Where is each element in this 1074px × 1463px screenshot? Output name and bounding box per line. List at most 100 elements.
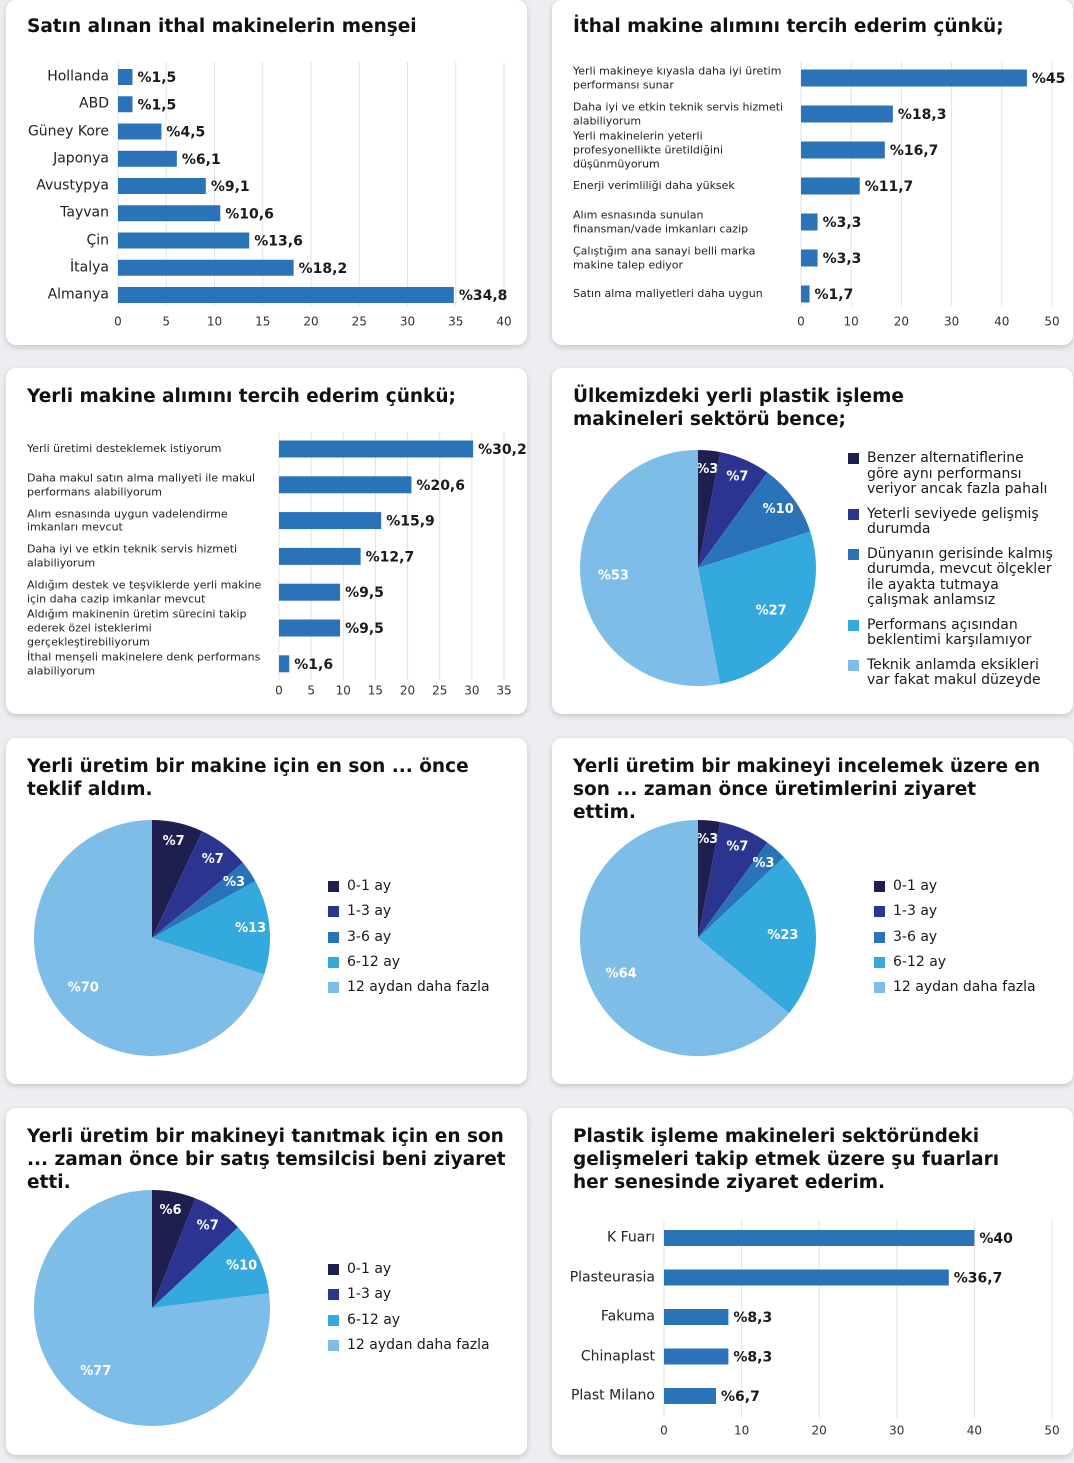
legend-swatch	[874, 956, 885, 968]
legend-swatch	[874, 982, 885, 994]
legend-label: 1-3 ay	[347, 1286, 392, 1303]
category-label: Güney Kore	[27, 122, 109, 139]
legend-item: 12 aydan daha fazla	[328, 1337, 518, 1354]
legend-item: 1-3 ay	[328, 904, 518, 920]
category-label: Avustурya	[36, 177, 109, 194]
pie-slice	[579, 820, 789, 1056]
slice-label: %6	[160, 1203, 182, 1218]
legend-item: 0-1 ay	[328, 1261, 518, 1278]
x-tick-label: 10	[207, 315, 222, 329]
legend-item: 1-3 ay	[328, 1287, 518, 1303]
value-label: %36,7	[954, 1271, 1003, 1287]
x-tick-label: 5	[307, 684, 315, 698]
value-label: %8,3	[733, 1350, 772, 1366]
legend-label: 0-1 ay	[893, 878, 938, 894]
legend-label: 6-12 ay	[347, 953, 401, 970]
slice-label: %3	[696, 832, 718, 847]
bar	[118, 69, 133, 85]
bar	[279, 440, 474, 458]
x-tick-label: 20	[894, 315, 909, 329]
bar	[801, 285, 810, 303]
slice-label: %3	[223, 875, 245, 890]
bar	[118, 287, 454, 303]
pie-slice	[698, 822, 768, 938]
bar	[664, 1269, 949, 1286]
value-label: %3,3	[823, 215, 862, 231]
legend-label: Performans açısından beklentimi karşılam…	[867, 616, 1032, 648]
x-tick-label: 0	[275, 684, 283, 698]
category-label: Aldığım makinenin üretim sürecini takip …	[27, 607, 247, 648]
chart-title: Yerli üretim bir makine için en son ... …	[27, 756, 469, 800]
pie-slice	[698, 857, 816, 1014]
legend-item: 3-6 ay	[874, 929, 1064, 946]
x-tick-label: 50	[1044, 1424, 1059, 1438]
pie-slice	[698, 472, 811, 568]
chart-title: Ülkemizdeki yerli plastik işleme makinel…	[573, 386, 904, 430]
category-label: Satın alma maliyetleri daha uygun	[573, 287, 763, 301]
legend-item: Teknik anlamda eksikleri var fakat makul…	[848, 657, 1053, 689]
value-label: %15,9	[386, 514, 435, 530]
legend-label: 0-1 ay	[347, 878, 392, 894]
legend-label: Dünyanın gerisinde kalmış durumda, mevcu…	[867, 545, 1053, 608]
x-tick-label: 0	[114, 315, 122, 329]
card	[552, 0, 1073, 345]
slice-label: %7	[726, 840, 748, 855]
bar	[279, 547, 361, 565]
x-tick-label: 20	[812, 1424, 827, 1438]
legend-label: 3-6 ay	[347, 928, 392, 945]
category-label: Fakuma	[600, 1308, 655, 1325]
legend-item: 12 aydan daha fazla	[328, 980, 518, 996]
legend-item: 1-3 ay	[874, 904, 1064, 920]
pie-slice	[698, 452, 768, 568]
legend-swatch	[328, 982, 339, 994]
category-label: Daha makul satın alma maliyeti ile makul…	[27, 471, 256, 498]
pie-slice	[152, 862, 256, 938]
category-label: Hollanda	[47, 68, 109, 85]
chart-title: Satın alınan ithal makinelerin menşei	[27, 16, 417, 37]
legend-item: Yeterli seviyede gelişmiş durumda	[848, 506, 1053, 538]
legend-swatch	[328, 1289, 339, 1301]
slice-label: %27	[756, 604, 787, 619]
chart-title: Yerli üretim bir makineyi incelemek üzer…	[573, 756, 1041, 823]
category-label: Almanya	[47, 286, 109, 303]
bar	[801, 141, 885, 159]
category-label: Yerli makineye kıyasla daha iyi üretim p…	[573, 64, 782, 91]
legend: Benzer alternatiflerine göre aynı perfor…	[848, 450, 1053, 689]
bar	[118, 178, 206, 194]
legend-swatch	[848, 453, 859, 464]
value-label: %20,6	[416, 478, 465, 494]
x-tick-label: 0	[660, 1424, 668, 1438]
bar	[801, 69, 1027, 87]
legend-swatch	[874, 931, 885, 943]
bar	[801, 177, 860, 195]
value-label: %4,5	[166, 125, 205, 141]
value-label: %1,5	[137, 97, 176, 113]
pie-slice	[152, 1198, 239, 1308]
category-label: Çalıştığım ana sanayi belli marka makine…	[573, 244, 756, 271]
legend-item: 0-1 ay	[328, 878, 518, 895]
legend-label: Benzer alternatiflerine göre aynı perfor…	[867, 450, 1048, 497]
x-tick-label: 35	[448, 315, 463, 329]
x-tick-label: 10	[734, 1424, 749, 1438]
x-tick-label: 15	[255, 315, 270, 329]
slice-label: %64	[606, 967, 637, 982]
bar	[801, 105, 893, 123]
x-tick-label: 40	[496, 315, 511, 329]
value-label: %1,5	[137, 70, 176, 86]
x-tick-label: 10	[336, 684, 351, 698]
legend-item: 6-12 ay	[328, 1312, 518, 1329]
pie-slice	[152, 1227, 270, 1308]
bar	[279, 583, 341, 601]
legend-swatch	[848, 619, 859, 631]
legend-item: Performans açısından beklentimi karşılam…	[848, 616, 1053, 649]
bar	[118, 232, 250, 249]
legend-swatch	[328, 956, 339, 968]
value-label: %9,5	[345, 621, 384, 637]
slice-label: %10	[763, 502, 794, 517]
category-label: Plast Milano	[570, 1387, 655, 1404]
category-label: İthal menşeli makinelere denk performans…	[27, 650, 261, 677]
x-tick-label: 25	[432, 684, 447, 698]
value-label: %10,6	[225, 206, 274, 222]
value-label: %12,7	[366, 549, 415, 565]
